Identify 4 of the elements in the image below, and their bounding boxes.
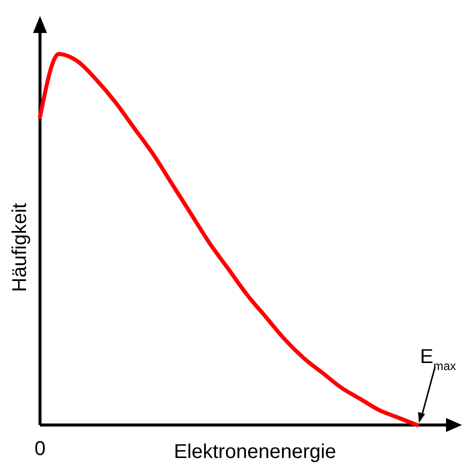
- text: 0: [34, 438, 46, 460]
- x-axis-title: Elektronenenergie: [174, 441, 336, 463]
- y-axis-title: Häufigkeit: [9, 202, 31, 292]
- annotation: E$_{max}$: [420, 346, 456, 373]
